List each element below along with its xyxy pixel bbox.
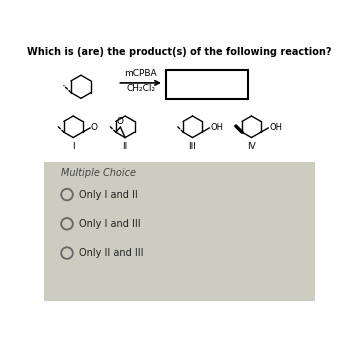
Text: OH: OH	[210, 123, 223, 132]
Text: Only II and III: Only II and III	[79, 248, 144, 258]
Text: IV: IV	[247, 142, 256, 151]
Text: Multiple Choice: Multiple Choice	[61, 168, 136, 178]
Bar	[166, 70, 247, 99]
Text: Which is (are) the product(s) of the following reaction?: Which is (are) the product(s) of the fol…	[27, 47, 332, 57]
Text: III: III	[189, 142, 196, 151]
Text: O: O	[91, 123, 98, 132]
Text: I: I	[72, 142, 75, 151]
Text: CH₂Cl₂: CH₂Cl₂	[126, 84, 155, 93]
Text: II: II	[122, 142, 128, 151]
Text: OH: OH	[269, 123, 282, 132]
Text: Only I and II: Only I and II	[79, 190, 138, 199]
Text: mCPBA: mCPBA	[124, 69, 157, 78]
Text: Only I and III: Only I and III	[79, 219, 141, 229]
Text: O: O	[117, 117, 124, 126]
Bar	[44, 162, 315, 301]
